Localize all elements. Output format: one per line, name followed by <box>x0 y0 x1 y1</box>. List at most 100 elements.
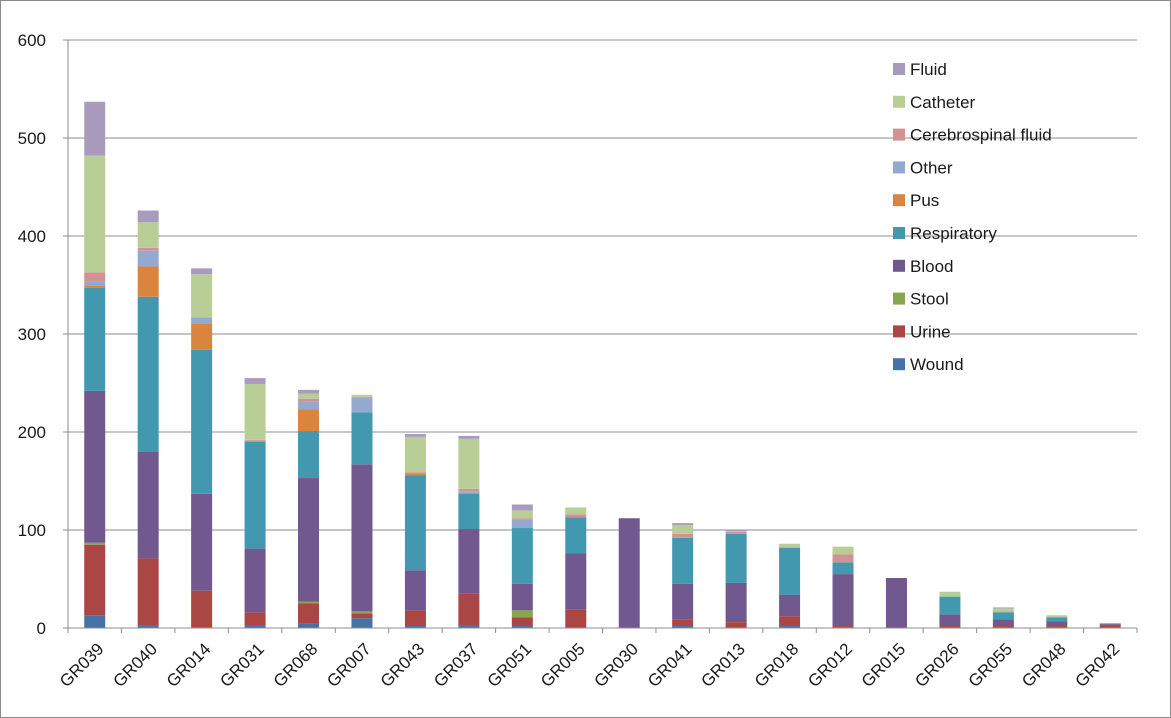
x-tick-label: GR026 <box>911 639 963 691</box>
bar-segment-catheter-gr055 <box>992 608 1014 612</box>
bar-segment-respiratory-gr068 <box>298 431 320 479</box>
legend-label-cerebrospinal-fluid: Cerebrospinal fluid <box>910 126 1052 145</box>
legend-swatch-pus <box>893 194 905 207</box>
bar-segment-cerebrospinal-fluid-gr040 <box>137 247 159 251</box>
bar-segment-other-gr037 <box>458 491 480 493</box>
legend-swatch-urine <box>893 325 905 338</box>
bar-segment-wound-gr051 <box>511 626 533 628</box>
bar-segment-respiratory-gr014 <box>191 349 213 494</box>
bar-segment-pus-gr031 <box>244 440 266 442</box>
bar-segment-pus-gr037 <box>458 492 480 494</box>
bar-segment-respiratory-gr005 <box>565 517 587 554</box>
legend-swatch-other <box>893 161 905 174</box>
x-tick-label: GR007 <box>323 639 375 691</box>
bar-segment-respiratory-gr048 <box>1046 617 1068 622</box>
bar-segment-wound-gr031 <box>244 625 266 628</box>
bar-segment-wound-gr040 <box>137 625 159 628</box>
bar-segment-urine-gr005 <box>565 609 587 628</box>
bar-segment-urine-gr014 <box>191 590 213 628</box>
bar-segment-blood-gr005 <box>565 553 587 610</box>
bar-segment-blood-gr018 <box>779 594 801 617</box>
legend-swatch-cerebrospinal-fluid <box>893 128 905 141</box>
bar-segment-wound-gr039 <box>84 615 106 628</box>
bar-segment-catheter-gr012 <box>832 546 854 555</box>
bar-segment-respiratory-gr051 <box>511 528 533 584</box>
bar-segment-catheter-gr013 <box>725 530 747 532</box>
legend-swatch-stool <box>893 292 905 305</box>
legend: Fluid Catheter Cerebrospinal fluid Other Pus… <box>893 60 1052 374</box>
legend-label-stool: Stool <box>910 290 949 309</box>
x-tick-label: GR039 <box>56 639 108 691</box>
bar-segment-fluid-gr068 <box>298 389 320 394</box>
bar-segment-cerebrospinal-fluid-gr042 <box>1099 623 1121 625</box>
bar-segment-cerebrospinal-fluid-gr041 <box>672 533 694 538</box>
bar-segment-urine-gr013 <box>725 622 747 628</box>
bar-segment-fluid-gr031 <box>244 378 266 384</box>
bar-segment-respiratory-gr012 <box>832 562 854 575</box>
bar-segment-blood-gr013 <box>725 582 747 623</box>
bar-segment-respiratory-gr013 <box>725 533 747 583</box>
bar-segment-urine-gr048 <box>1046 626 1068 628</box>
y-tick-label: 600 <box>18 31 46 50</box>
y-tick-label: 500 <box>18 129 46 148</box>
bar-segment-pus-gr043 <box>404 473 426 476</box>
bar-segment-blood-gr031 <box>244 548 266 613</box>
legend-label-pus: Pus <box>910 191 939 210</box>
bar-segment-urine-gr012 <box>832 626 854 628</box>
x-tick-label: GR030 <box>591 639 643 691</box>
bar-segment-fluid-gr040 <box>137 210 159 223</box>
bar-segment-catheter-gr037 <box>458 438 480 489</box>
bar-segment-wound-gr037 <box>458 625 480 628</box>
bar-segment-other-gr040 <box>137 250 159 267</box>
x-tick-label: GR012 <box>804 639 856 691</box>
y-tick-label: 0 <box>37 619 46 638</box>
bar-segment-stool-gr007 <box>351 611 373 614</box>
bar-segment-pus-gr039 <box>84 285 106 288</box>
bar-segment-wound-gr068 <box>298 623 320 628</box>
bar-segment-blood-gr014 <box>191 493 213 591</box>
bar-segment-blood-gr037 <box>458 529 480 594</box>
bar-segment-blood-gr030 <box>618 518 640 628</box>
axes <box>67 40 1138 633</box>
bar-segment-respiratory-gr026 <box>939 596 961 615</box>
bar-segment-catheter-gr007 <box>351 394 373 397</box>
bar-segment-urine-gr037 <box>458 593 480 626</box>
bar-segment-urine-gr041 <box>672 619 694 627</box>
bar-segment-urine-gr051 <box>511 617 533 627</box>
bar-segment-fluid-gr041 <box>672 523 694 526</box>
x-tick-label: GR048 <box>1018 639 1070 691</box>
y-tick-label: 100 <box>18 521 46 540</box>
x-tick-label: GR051 <box>484 639 536 691</box>
y-tick-labels: 0 100 200 300 400 500 600 <box>18 31 46 638</box>
bar-segment-cerebrospinal-fluid-gr039 <box>84 272 106 282</box>
bar-segment-blood-gr015 <box>885 578 907 628</box>
bar-segment-fluid-gr014 <box>191 268 213 275</box>
bar-segment-cerebrospinal-fluid-gr055 <box>992 611 1014 613</box>
bar-segment-fluid-gr039 <box>84 101 106 156</box>
x-tick-label: GR015 <box>858 639 910 691</box>
bar-segment-blood-gr040 <box>137 451 159 559</box>
bar-segment-catheter-gr039 <box>84 155 106 273</box>
bar-segment-fluid-gr051 <box>511 504 533 511</box>
bar-segment-urine-gr042 <box>1099 625 1121 628</box>
bar-segment-other-gr014 <box>191 317 213 324</box>
bar-segment-fluid-gr055 <box>992 607 1014 609</box>
x-tick-labels: GR039 GR040 GR014 GR031 GR068 GR007 GR043 GR037… <box>56 639 1123 691</box>
bar-segment-pus-gr014 <box>191 323 213 350</box>
bar-segment-cerebrospinal-fluid-gr012 <box>832 554 854 563</box>
bars <box>84 101 1121 628</box>
legend-label-catheter: Catheter <box>910 93 976 112</box>
bar-segment-cerebrospinal-fluid-gr068 <box>298 398 320 402</box>
bar-segment-cerebrospinal-fluid-gr043 <box>404 472 426 474</box>
x-tick-label: GR040 <box>109 639 161 691</box>
bar-segment-urine-gr040 <box>137 558 159 626</box>
legend-label-other: Other <box>910 158 953 177</box>
bar-segment-stool-gr068 <box>298 601 320 604</box>
bar-segment-other-gr007 <box>351 397 373 413</box>
bar-segment-blood-gr055 <box>992 619 1014 627</box>
bar-segment-cerebrospinal-fluid-gr007 <box>351 396 373 398</box>
x-tick-label: GR055 <box>965 639 1017 691</box>
bar-segment-catheter-gr040 <box>137 222 159 248</box>
bar-segment-blood-gr012 <box>832 574 854 627</box>
